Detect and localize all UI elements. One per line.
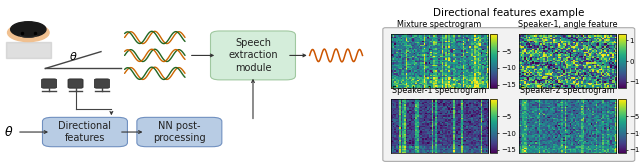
Text: Speaker-2 spectrogram: Speaker-2 spectrogram <box>520 86 615 95</box>
FancyBboxPatch shape <box>137 117 222 147</box>
FancyBboxPatch shape <box>42 117 127 147</box>
Text: NN post-
processing: NN post- processing <box>153 121 205 143</box>
Text: Speech
extraction
module: Speech extraction module <box>228 38 278 73</box>
FancyBboxPatch shape <box>95 79 109 88</box>
FancyBboxPatch shape <box>42 79 56 88</box>
Text: Speaker-1 spectrogram: Speaker-1 spectrogram <box>392 86 486 95</box>
Circle shape <box>11 22 46 37</box>
Text: Directional
features: Directional features <box>58 121 111 143</box>
FancyBboxPatch shape <box>68 79 83 88</box>
FancyBboxPatch shape <box>383 28 635 161</box>
Text: Directional features example: Directional features example <box>433 8 584 18</box>
Text: $\theta$: $\theta$ <box>4 125 13 139</box>
Text: Mixture spectrogram: Mixture spectrogram <box>397 20 481 29</box>
FancyBboxPatch shape <box>211 31 296 80</box>
Circle shape <box>8 24 49 42</box>
Text: $\theta$: $\theta$ <box>69 50 78 62</box>
Text: Speaker-1, angle feature: Speaker-1, angle feature <box>518 20 618 29</box>
